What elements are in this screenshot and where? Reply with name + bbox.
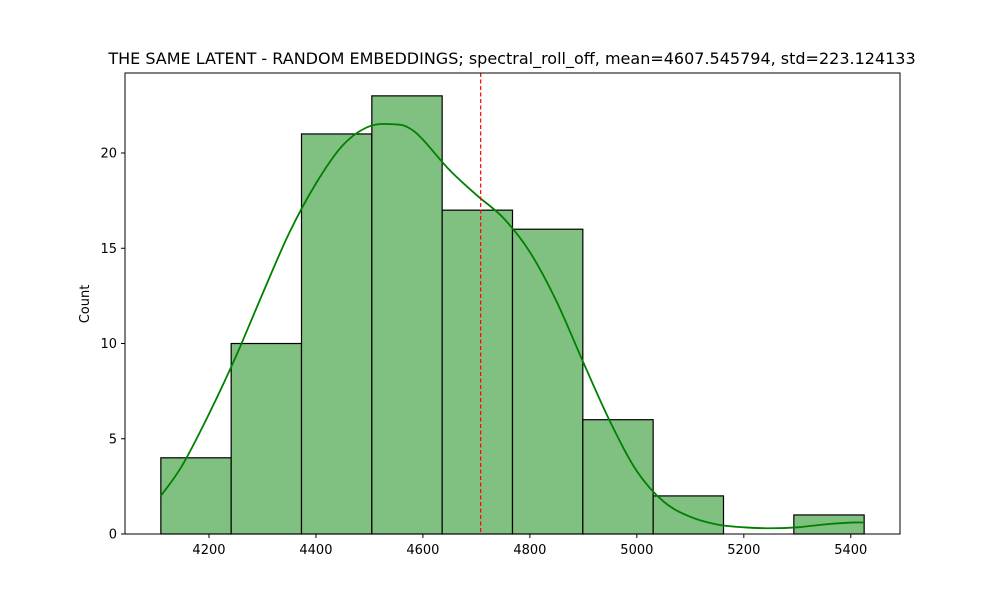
y-tick-label: 15 [100, 242, 117, 257]
x-tick-label: 4800 [513, 543, 546, 558]
x-tick-label: 4600 [406, 543, 439, 558]
histogram-bar [441, 209, 514, 535]
histogram-bar [230, 342, 303, 535]
x-tick-label: 5400 [834, 543, 867, 558]
x-tick-label: 4200 [192, 543, 225, 558]
x-tick-label: 4400 [299, 543, 332, 558]
x-tick-label: 5000 [620, 543, 653, 558]
x-axis: 4200 4400 4600 4800 5000 5200 5400 [192, 534, 867, 558]
y-axis: 0 5 10 15 20 [100, 147, 125, 543]
x-tick-label: 5200 [727, 543, 760, 558]
kde-curve [160, 123, 865, 530]
kde-curve-group [160, 123, 865, 530]
y-tick-label: 10 [100, 337, 117, 352]
y-tick-label: 0 [109, 528, 117, 543]
histogram-bar [511, 228, 584, 535]
y-axis-label: Count [78, 285, 93, 324]
y-tick-label: 20 [100, 147, 117, 162]
histogram-bar [160, 457, 232, 535]
y-tick-label: 5 [109, 432, 117, 447]
histogram-bars [160, 95, 865, 535]
histogram-bar [371, 95, 443, 535]
chart-title: THE SAME LATENT - RANDOM EMBEDDINGS; spe… [107, 49, 915, 69]
plot-frame [124, 72, 901, 535]
histogram-bar [300, 133, 373, 535]
